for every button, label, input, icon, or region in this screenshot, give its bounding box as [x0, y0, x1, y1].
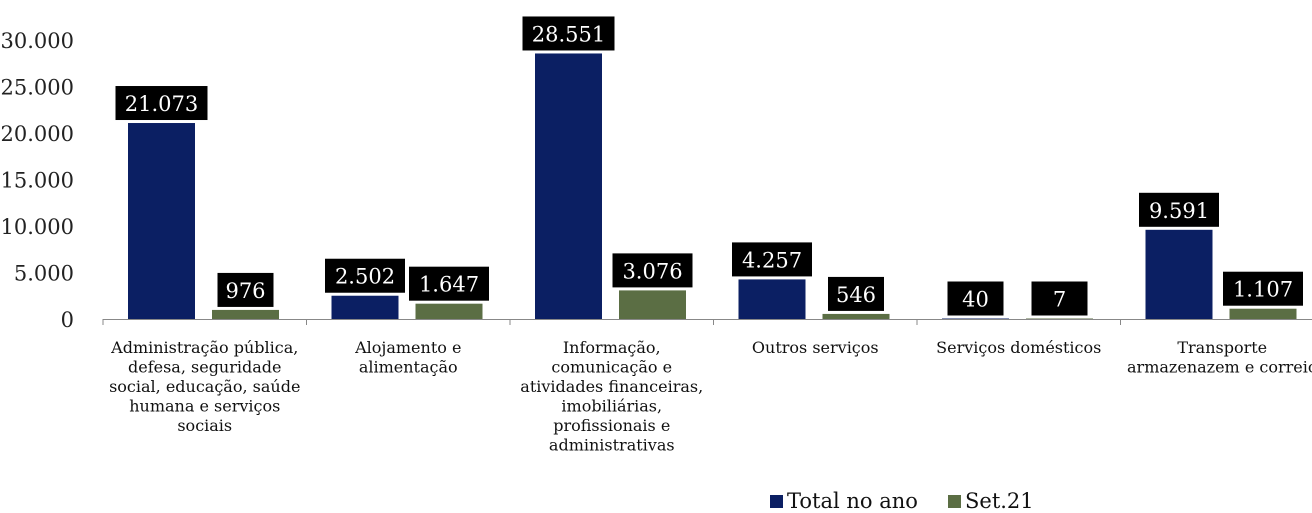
- y-axis: 0 5.000 10.000 15.000 20.000 25.000 30.000: [1, 29, 74, 332]
- x-axis: [102, 319, 1312, 325]
- legend-label: Set.21: [965, 489, 1034, 513]
- bar-set-21: [1229, 308, 1297, 319]
- data-label: 546: [836, 283, 876, 307]
- y-tick-label: 10.000: [1, 215, 74, 239]
- data-label-box: [1223, 271, 1303, 306]
- bar-total-no-ano: [738, 279, 806, 319]
- data-label: 1.647: [419, 273, 479, 297]
- bar-total-no-ano: [331, 295, 399, 319]
- data-label-box: [217, 272, 274, 307]
- data-labels: 21.073 2.502 28.551 4.257 40 9.591 976 1.647 3.0…: [115, 16, 1303, 316]
- data-label: 3.076: [622, 259, 682, 283]
- bar-set-21: [619, 290, 686, 319]
- bar-total-no-ano: [128, 123, 195, 319]
- y-tick-label: 20.000: [1, 122, 74, 146]
- data-label-box: [1031, 281, 1088, 316]
- category-label: Administração pública, defesa, seguridade…: [109, 338, 300, 435]
- data-label-box: [828, 276, 884, 311]
- data-label: 40: [962, 288, 989, 312]
- data-label-box: [409, 266, 489, 301]
- bar-set-21: [212, 309, 279, 319]
- legend-swatch: [770, 495, 783, 508]
- y-tick-label: 30.000: [1, 29, 74, 53]
- data-label-box: [612, 253, 693, 288]
- y-tick-label: 15.000: [1, 169, 74, 193]
- category-labels: Administração pública, defesa, seguridade…: [109, 338, 1312, 455]
- data-label: 28.551: [532, 22, 605, 46]
- data-label-box: [522, 16, 615, 51]
- legend-label: Total no ano: [787, 489, 918, 513]
- data-label-box: [732, 242, 812, 277]
- legend-swatch: [948, 495, 961, 508]
- category-label: Serviços domésticos: [936, 338, 1101, 357]
- data-label: 9.591: [1149, 199, 1209, 223]
- bar-set-21: [822, 313, 890, 319]
- bar-total-no-ano: [1145, 229, 1213, 319]
- legend: Total no ano Set.21: [770, 489, 1034, 513]
- data-label-box: [1139, 192, 1219, 227]
- data-label-box: [325, 258, 405, 293]
- y-tick-label: 0: [61, 308, 74, 332]
- y-tick-label: 5.000: [14, 262, 74, 286]
- bar-total-no-ano: [942, 318, 1009, 319]
- category-label: Transporte armazenazem e correio: [1127, 338, 1312, 377]
- data-label: 2.502: [335, 265, 395, 289]
- category-label: Informação, comunicação e atividades finan…: [520, 338, 703, 455]
- bars: [128, 53, 1297, 319]
- data-label: 4.257: [742, 248, 802, 272]
- category-label: Outros serviços: [752, 338, 879, 357]
- data-label: 976: [225, 279, 265, 303]
- data-label: 21.073: [125, 92, 198, 116]
- data-label-box: [115, 86, 208, 121]
- bar-set-21: [1026, 318, 1093, 319]
- data-label: 7: [1053, 288, 1066, 312]
- bar-set-21: [415, 303, 483, 319]
- data-label-box: [947, 281, 1004, 316]
- data-label: 1.107: [1233, 278, 1293, 302]
- bar-total-no-ano: [535, 53, 602, 319]
- category-label: Alojamento e alimentação: [354, 338, 461, 377]
- y-tick-label: 25.000: [1, 76, 74, 100]
